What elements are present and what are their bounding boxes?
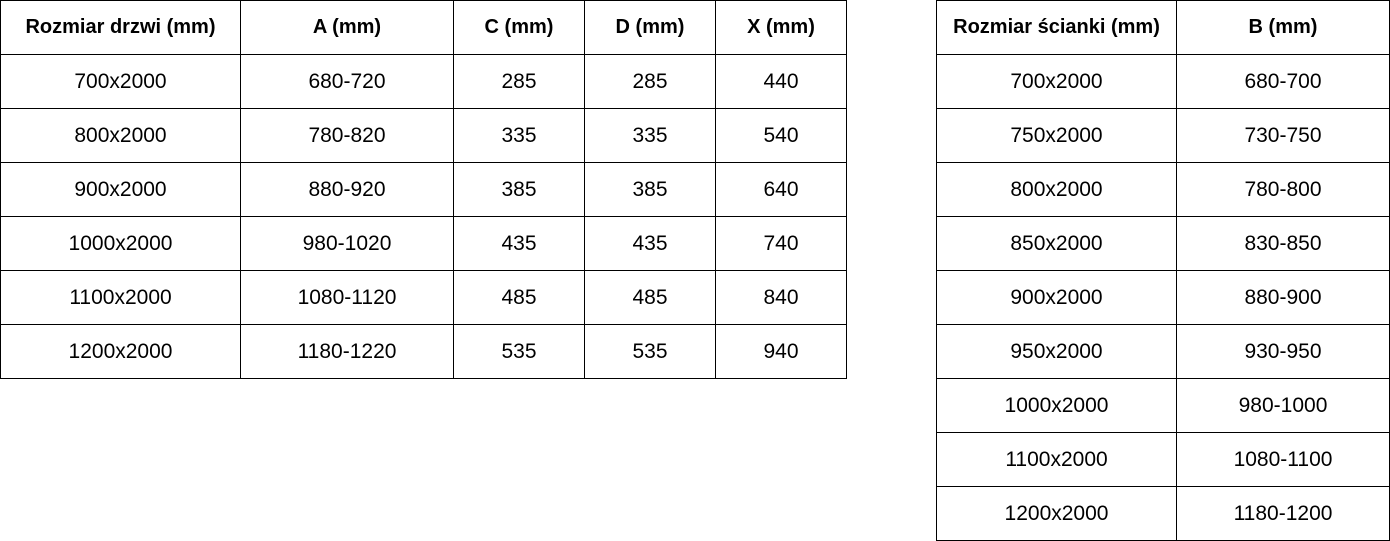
table-cell: 750x2000 — [936, 108, 1177, 163]
table-cell: 980-1020 — [240, 216, 454, 271]
table-cell: 730-750 — [1176, 108, 1390, 163]
table-cell: 1100x2000 — [0, 270, 241, 325]
table-cell: 800x2000 — [0, 108, 241, 163]
table-cell: 335 — [584, 108, 716, 163]
table-cell: 285 — [584, 54, 716, 109]
table-row: 1100x2000 1080-1120 485 485 840 — [0, 270, 847, 325]
table-row: 800x2000 780-800 — [936, 162, 1390, 217]
door-sizes-table: Rozmiar drzwi (mm) A (mm) C (mm) D (mm) X (m… — [0, 0, 847, 379]
table-cell: 1180-1200 — [1176, 486, 1390, 541]
table-cell: 440 — [715, 54, 847, 109]
table-cell: 680-720 — [240, 54, 454, 109]
table-cell: 335 — [453, 108, 585, 163]
column-header: D (mm) — [584, 0, 716, 55]
table-cell: 1000x2000 — [936, 378, 1177, 433]
table-cell: 1000x2000 — [0, 216, 241, 271]
table-row: 950x2000 930-950 — [936, 324, 1390, 379]
table-header-row: Rozmiar ścianki (mm) B (mm) — [936, 0, 1390, 55]
column-header: X (mm) — [715, 0, 847, 55]
table-cell: 850x2000 — [936, 216, 1177, 271]
table-cell: 540 — [715, 108, 847, 163]
table-row: 800x2000 780-820 335 335 540 — [0, 108, 847, 163]
table-cell: 700x2000 — [0, 54, 241, 109]
table-row: 1000x2000 980-1000 — [936, 378, 1390, 433]
table-cell: 535 — [453, 324, 585, 379]
table-row: 750x2000 730-750 — [936, 108, 1390, 163]
table-cell: 700x2000 — [936, 54, 1177, 109]
table-header-row: Rozmiar drzwi (mm) A (mm) C (mm) D (mm) X (m… — [0, 0, 847, 55]
table-cell: 1200x2000 — [936, 486, 1177, 541]
table-cell: 740 — [715, 216, 847, 271]
table-row: 700x2000 680-700 — [936, 54, 1390, 109]
table-cell: 1080-1120 — [240, 270, 454, 325]
table-cell: 1080-1100 — [1176, 432, 1390, 487]
table-cell: 385 — [453, 162, 585, 217]
table-cell: 900x2000 — [936, 270, 1177, 325]
table-cell: 940 — [715, 324, 847, 379]
table-row: 1200x2000 1180-1200 — [936, 486, 1390, 541]
table-cell: 900x2000 — [0, 162, 241, 217]
table-cell: 680-700 — [1176, 54, 1390, 109]
table-cell: 980-1000 — [1176, 378, 1390, 433]
table-cell: 640 — [715, 162, 847, 217]
column-header: C (mm) — [453, 0, 585, 55]
table-cell: 385 — [584, 162, 716, 217]
table-cell: 880-920 — [240, 162, 454, 217]
table-cell: 485 — [584, 270, 716, 325]
table-cell: 535 — [584, 324, 716, 379]
table-cell: 950x2000 — [936, 324, 1177, 379]
table-cell: 485 — [453, 270, 585, 325]
table-cell: 840 — [715, 270, 847, 325]
table-cell: 435 — [453, 216, 585, 271]
table-cell: 1200x2000 — [0, 324, 241, 379]
column-header: A (mm) — [240, 0, 454, 55]
table-row: 1000x2000 980-1020 435 435 740 — [0, 216, 847, 271]
table-cell: 780-820 — [240, 108, 454, 163]
table-cell: 780-800 — [1176, 162, 1390, 217]
table-row: 900x2000 880-920 385 385 640 — [0, 162, 847, 217]
table-row: 1200x2000 1180-1220 535 535 940 — [0, 324, 847, 379]
column-header: Rozmiar drzwi (mm) — [0, 0, 241, 55]
table-cell: 1180-1220 — [240, 324, 454, 379]
wall-sizes-table: Rozmiar ścianki (mm) B (mm) 700x2000 680-7… — [936, 0, 1390, 541]
table-cell: 285 — [453, 54, 585, 109]
column-header: Rozmiar ścianki (mm) — [936, 0, 1177, 55]
column-header: B (mm) — [1176, 0, 1390, 55]
table-row: 1100x2000 1080-1100 — [936, 432, 1390, 487]
table-cell: 1100x2000 — [936, 432, 1177, 487]
table-row: 700x2000 680-720 285 285 440 — [0, 54, 847, 109]
table-row: 900x2000 880-900 — [936, 270, 1390, 325]
table-cell: 800x2000 — [936, 162, 1177, 217]
table-cell: 880-900 — [1176, 270, 1390, 325]
table-row: 850x2000 830-850 — [936, 216, 1390, 271]
table-cell: 830-850 — [1176, 216, 1390, 271]
table-cell: 435 — [584, 216, 716, 271]
table-cell: 930-950 — [1176, 324, 1390, 379]
